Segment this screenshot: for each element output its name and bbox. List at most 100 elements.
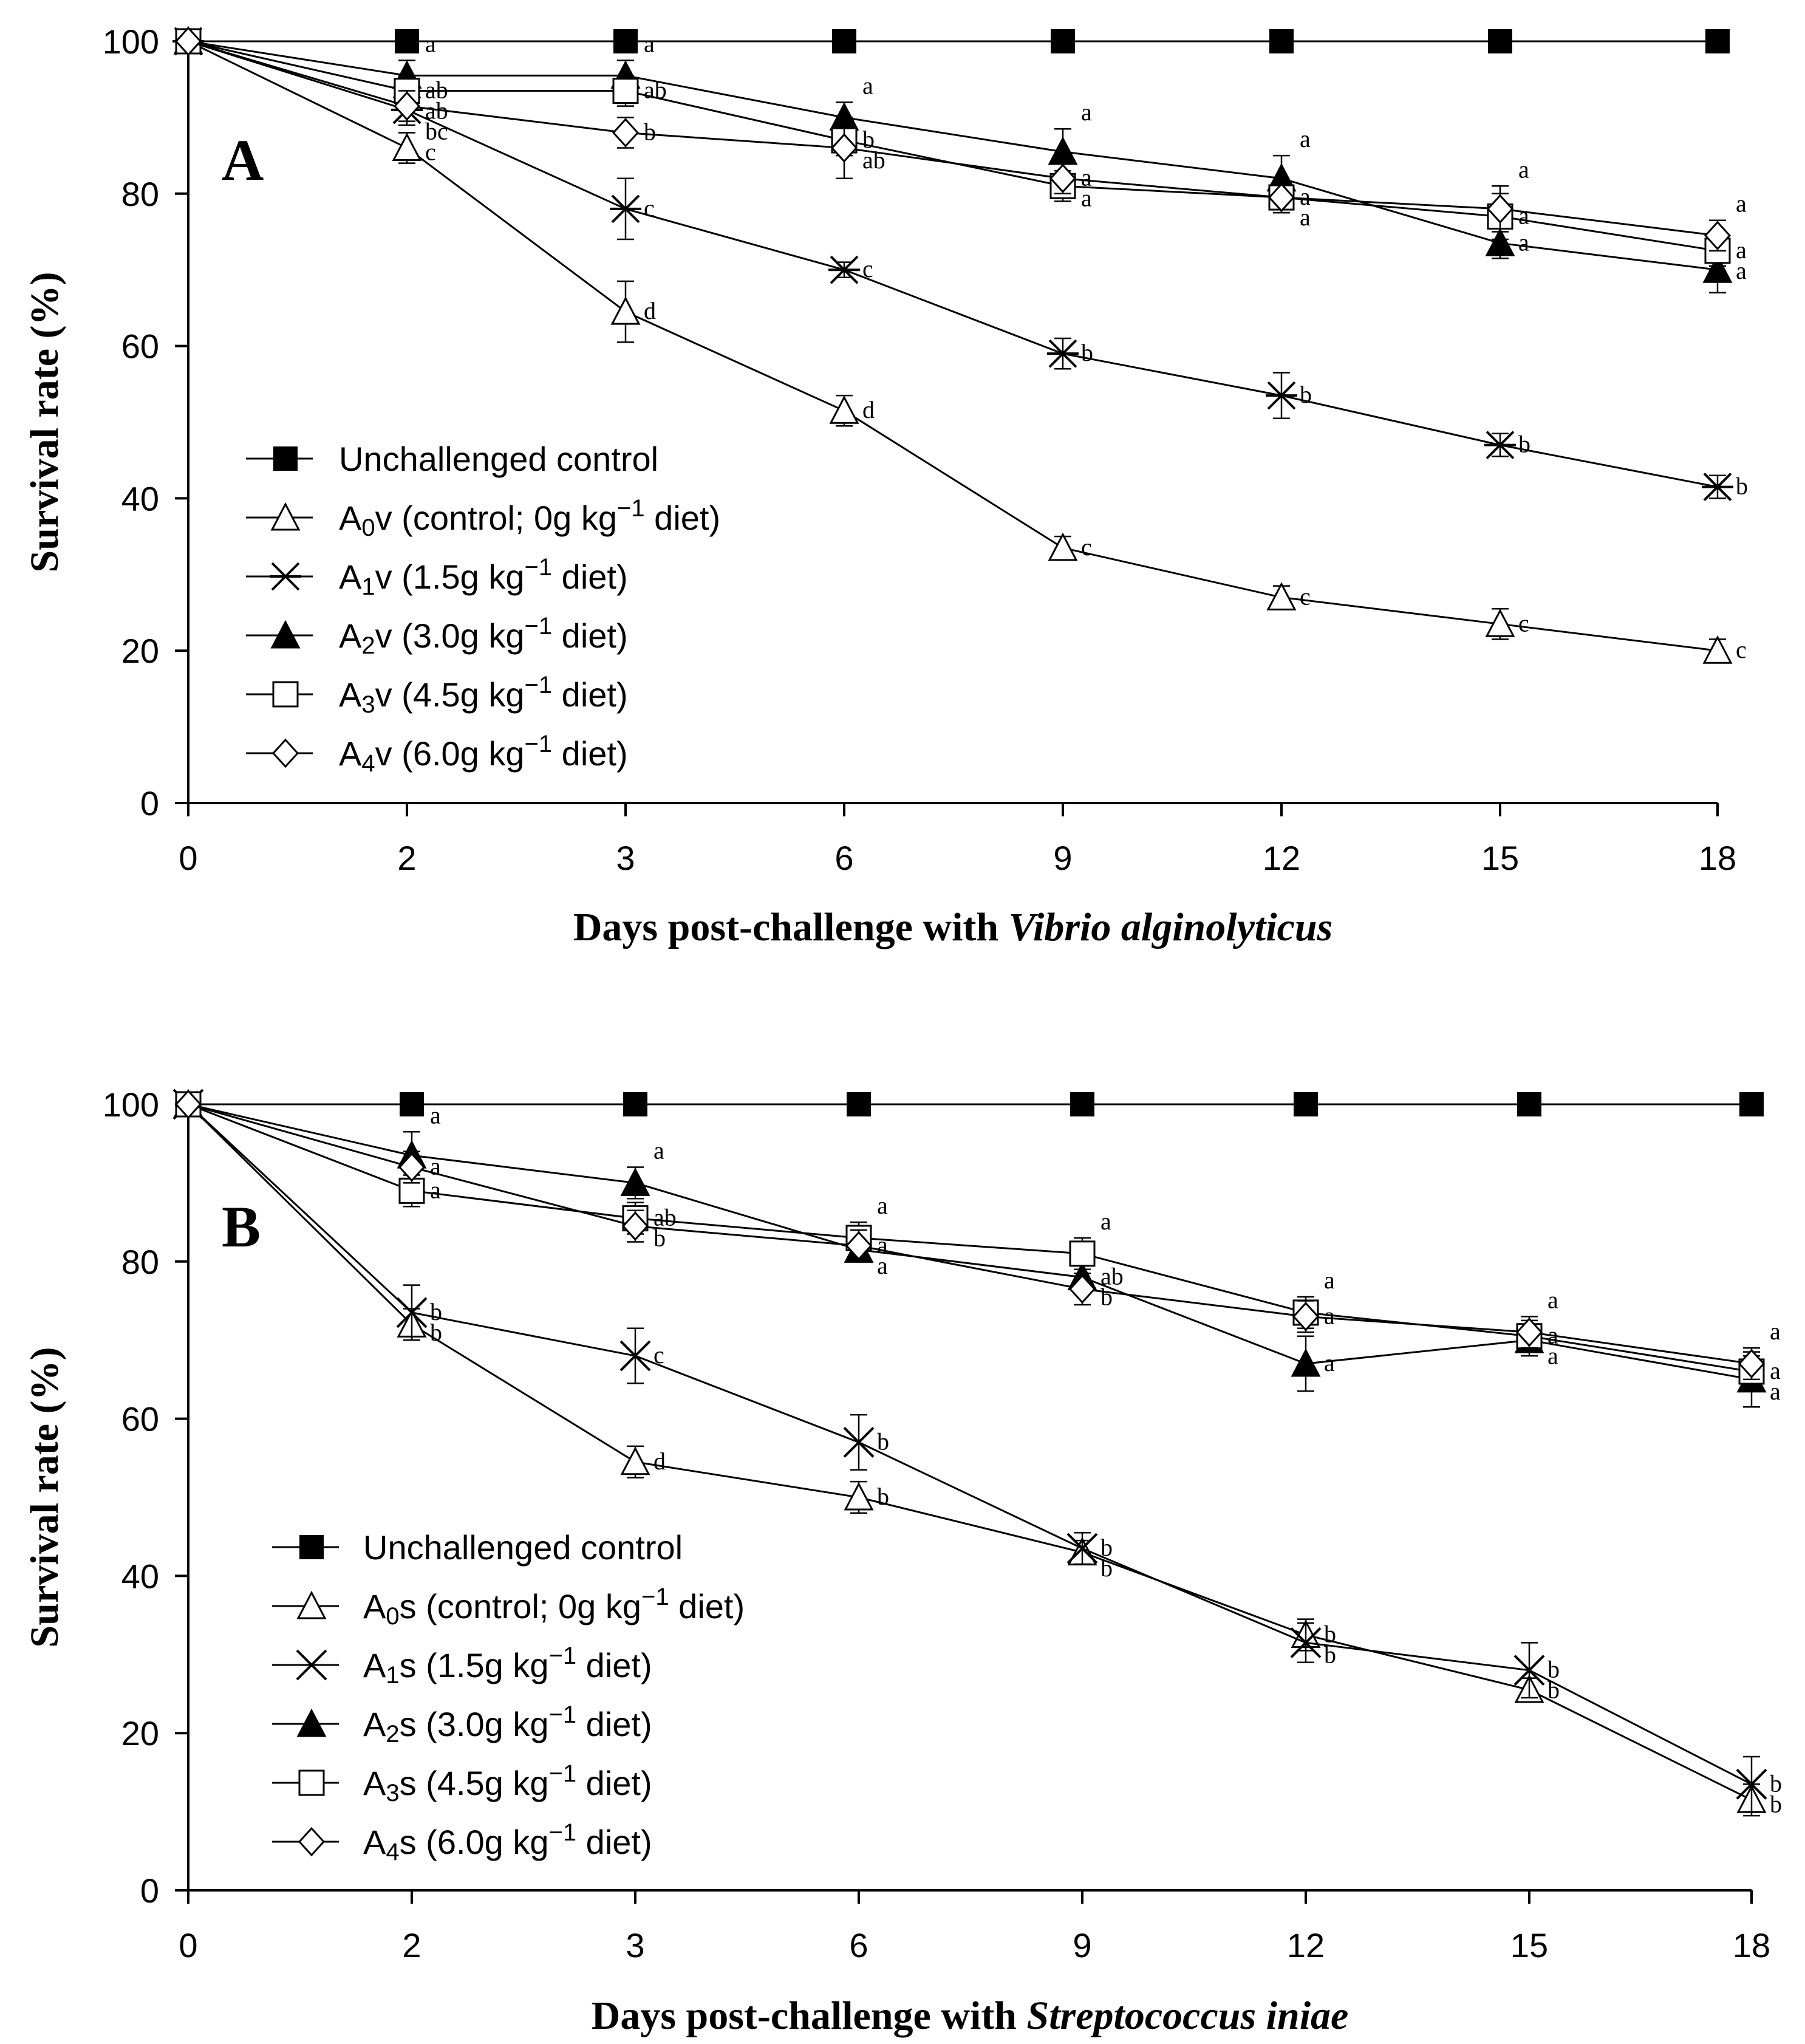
panel-a-significance-letter: b <box>1081 339 1093 366</box>
panel-a-legend: Unchallenged control A0v (control; 0g kg−… <box>246 440 720 777</box>
panel-b-significance-letter: a <box>1770 1357 1781 1384</box>
panel-a-significance-letter: a <box>1300 183 1311 210</box>
panel-b-series-2-point <box>1736 1768 1767 1800</box>
panel-a-significance-letter: a <box>1081 98 1092 126</box>
panel-a-series-1-line <box>188 40 1718 652</box>
panel-b-series-0 <box>176 1092 1764 1116</box>
panel-b-series-4-line <box>188 1103 1752 1373</box>
panel-b-significance-letter: b <box>1324 1641 1336 1668</box>
panel-a-legend-item: A2v (3.0g kg−1 diet) <box>246 613 628 659</box>
panel-a-legend-marker <box>270 620 301 649</box>
panel-b-series-2-point <box>1290 1627 1322 1658</box>
panel-b-significance-letter: a <box>430 1153 441 1180</box>
panel-a-series-5-point <box>1704 220 1732 250</box>
panel-b-x-tick-label: 2 <box>402 1926 421 1964</box>
panel-b-legend-marker <box>296 1590 327 1619</box>
panel-a-series-5-point <box>393 91 421 121</box>
panel-a-significance-letter: a <box>1300 125 1311 152</box>
panel-a-significance-letter: c <box>1081 533 1092 561</box>
panel-b-series-3 <box>173 1089 1767 1408</box>
panel-a-series-5-point <box>1486 194 1514 224</box>
panel-a-series-2-point <box>610 194 641 224</box>
panel-a-series-0-point <box>832 29 856 53</box>
panel-b-x-axis-title: Days post-challenge with Streptococcus i… <box>592 1994 1349 2038</box>
panel-b-legend-item: A2s (3.0g kg−1 diet) <box>272 1701 652 1748</box>
panel-b-legend-label: A3s (4.5g kg−1 diet) <box>363 1760 652 1806</box>
panel-a-legend-marker <box>273 446 298 471</box>
panel-a-legend-label: A1v (1.5g kg−1 diet) <box>339 554 628 600</box>
panel-a-significance-letter: c <box>425 138 436 166</box>
panel-b-significance-letter: a <box>877 1231 888 1259</box>
panel-a-legend-label: A4v (6.0g kg−1 diet) <box>339 731 628 777</box>
panel-b-significance-letter: b <box>1770 1769 1782 1797</box>
panel-b-series-1-point <box>620 1446 650 1475</box>
panel-a-significance-letter: ab <box>425 77 448 104</box>
panel-a-series-0-point <box>613 29 638 53</box>
panel-a-series-2-point <box>1702 473 1733 502</box>
panel-a-chart: 0 20 40 60 80 100 0 2 3 6 9 12 15 18 Survival rate (%)… <box>22 22 1748 949</box>
panel-a-legend-item: A4v (6.0g kg−1 diet) <box>246 731 628 777</box>
panel-a-y-tick-label: 60 <box>121 327 159 366</box>
panel-a-significance-letter: c <box>644 194 655 222</box>
panel-b-y-tick-label: 80 <box>121 1243 159 1281</box>
panel-b-y-tick-label: 100 <box>103 1085 159 1124</box>
panel-a-legend-marker <box>272 681 299 708</box>
panel-b-legend-item: A1s (1.5g kg−1 diet) <box>272 1642 652 1689</box>
panel-b-significance-letter: b <box>1100 1554 1113 1582</box>
panel-b-series-0-point <box>1517 1092 1541 1116</box>
panel-a-significance-letter: c <box>1736 636 1747 663</box>
panel-b-series-0-point <box>1070 1092 1094 1116</box>
panel-b-legend-item: Unchallenged control <box>272 1528 683 1567</box>
panel-a-series-0-point <box>1051 29 1075 53</box>
panel-b-series-2-point <box>1066 1533 1098 1564</box>
panel-a-series-0 <box>176 29 1730 53</box>
panel-a-series-0-point <box>1705 29 1730 53</box>
panel-a-series-1-point <box>1266 582 1297 610</box>
panel-b-series-4 <box>175 1091 1765 1389</box>
panel-b-significance-letter: a <box>1547 1322 1558 1349</box>
panel-b-series-0-point <box>1294 1092 1318 1116</box>
panel-a-series-5-point <box>830 133 858 163</box>
panel-b-significance-letter: a <box>1547 1286 1558 1313</box>
panel-a-significance-letter: b <box>1736 473 1748 500</box>
panel-a-significance-letter: a <box>862 72 873 99</box>
panel-a-series-3-point <box>1702 254 1733 283</box>
panel-b-series-5-point <box>1292 1302 1320 1331</box>
panel-a-series-1-point <box>829 395 859 424</box>
panel-a-series-1-point <box>610 296 641 325</box>
panel-a-series-2-point <box>1266 381 1297 410</box>
panel-b-series-0-point <box>623 1092 647 1116</box>
panel-a-y-tick-label: 80 <box>121 175 159 213</box>
panel-b-series-0-point <box>400 1092 424 1116</box>
panel-a-series-3-line <box>188 40 1718 271</box>
panel-a-x-tick-label: 6 <box>834 839 853 877</box>
panel-a-x-tick-label: 0 <box>179 839 197 877</box>
panel-a-series-5-point <box>1268 182 1295 213</box>
panel-b-significance-letter: a <box>1100 1208 1111 1235</box>
panel-b-series-1-point <box>844 1482 874 1511</box>
panel-a-series-5-line <box>188 40 1718 237</box>
panel-b-significance-letter: a <box>1547 1342 1558 1370</box>
panel-b-y-axis-title: Survival rate (%) <box>22 1347 67 1648</box>
panel-b-significance-letter: ab <box>653 1204 677 1231</box>
panel-a-significance-letter: a <box>1081 185 1092 212</box>
panel-a-significance-letter: a <box>1518 202 1529 229</box>
panel-a-series-3-point <box>1485 228 1515 256</box>
panel-b-series-5-point <box>845 1231 873 1261</box>
panel-a-series-0-point <box>395 29 419 53</box>
panel-b-legend-marker <box>296 1708 327 1737</box>
panel-b-significance-letter: a <box>430 1176 441 1203</box>
panel-b-significance-letter: b <box>877 1483 889 1510</box>
panel-a-significance-letter: a <box>1300 203 1311 231</box>
panel-a-significance-letter: d <box>644 297 656 324</box>
panel-a-series-5 <box>174 26 1732 252</box>
panel-b-significance-letter: a <box>1324 1266 1335 1294</box>
panel-a-significance-letter: a <box>1736 257 1747 284</box>
panel-a-x-tick-label: 3 <box>616 839 635 877</box>
panel-b-significance-letter: a <box>653 1137 664 1164</box>
panel-a-x-tick-label: 15 <box>1481 839 1519 877</box>
panel-a-legend-item: Unchallenged control <box>246 440 658 478</box>
panel-b-series-5-point <box>398 1152 426 1182</box>
panel-b-significance-letter: b <box>430 1298 442 1325</box>
